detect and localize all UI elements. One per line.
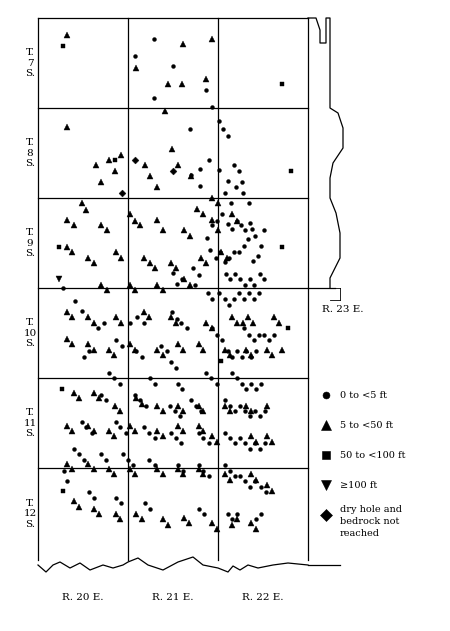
Text: ≥100 ft: ≥100 ft (340, 480, 377, 490)
Text: R. 22 E.: R. 22 E. (242, 594, 284, 603)
Text: bedrock not: bedrock not (340, 517, 400, 526)
Text: 50 to <100 ft: 50 to <100 ft (340, 451, 405, 459)
Text: R. 21 E.: R. 21 E. (152, 594, 194, 603)
Text: T.
11
S.: T. 11 S. (23, 408, 36, 438)
Text: T.
10
S.: T. 10 S. (23, 318, 36, 348)
Text: dry hole and: dry hole and (340, 505, 402, 514)
Text: R. 20 E.: R. 20 E. (62, 594, 104, 603)
Text: T.
9
S.: T. 9 S. (25, 228, 35, 258)
Text: R. 23 E.: R. 23 E. (322, 305, 364, 314)
Text: T.
7
S.: T. 7 S. (25, 48, 35, 78)
Text: 0 to <5 ft: 0 to <5 ft (340, 391, 387, 399)
Text: 5 to <50 ft: 5 to <50 ft (340, 420, 393, 430)
Text: reached: reached (340, 529, 380, 538)
Text: T.
8
S.: T. 8 S. (25, 138, 35, 168)
Text: T.
12
S.: T. 12 S. (23, 499, 36, 529)
